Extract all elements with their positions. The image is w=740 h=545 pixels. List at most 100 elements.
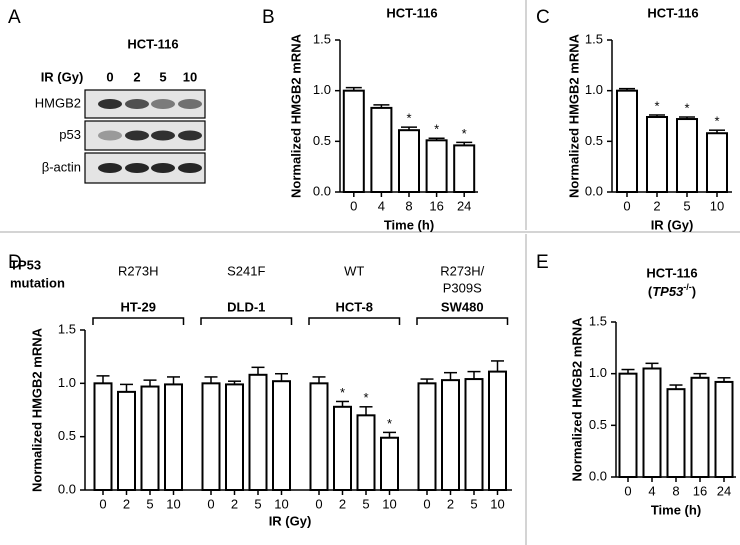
panel-label: D bbox=[8, 252, 22, 273]
bar bbox=[272, 380, 291, 492]
bar bbox=[140, 385, 160, 491]
bar bbox=[164, 383, 183, 491]
significance-mark: * bbox=[684, 100, 689, 115]
y-tick-label: 1.0 bbox=[313, 82, 331, 97]
blot-band bbox=[125, 99, 149, 109]
blot-band bbox=[151, 163, 175, 173]
y-tick-label: 1.0 bbox=[58, 375, 76, 390]
x-tick-label: 10 bbox=[166, 496, 180, 511]
mutation-label: WT bbox=[344, 263, 364, 278]
blot-band bbox=[178, 99, 202, 109]
bar bbox=[706, 132, 728, 194]
blot-band bbox=[98, 99, 122, 109]
bar bbox=[93, 382, 113, 492]
x-tick-label: 2 bbox=[339, 496, 346, 511]
bar bbox=[380, 436, 399, 492]
y-tick-label: 0.0 bbox=[585, 183, 603, 198]
bar bbox=[488, 370, 507, 492]
x-tick-label: 0 bbox=[99, 496, 106, 511]
cell-line-label: SW480 bbox=[441, 299, 484, 314]
dose-label: 2 bbox=[133, 69, 140, 84]
blot bbox=[84, 89, 206, 184]
significance-mark: * bbox=[363, 390, 368, 405]
blot-row-label: p53 bbox=[59, 127, 81, 142]
mutation-header: TP53 bbox=[10, 257, 41, 272]
y-tick-label: 1.5 bbox=[585, 31, 603, 46]
chart-title: HCT-116 bbox=[647, 5, 698, 20]
blot-band bbox=[178, 130, 202, 141]
bar bbox=[642, 367, 662, 478]
x-tick-label: 2 bbox=[123, 496, 130, 511]
bar bbox=[441, 379, 460, 491]
bar bbox=[714, 380, 734, 478]
panel-label: B bbox=[262, 7, 275, 28]
blot-band bbox=[125, 163, 149, 173]
x-axis-label: Time (h) bbox=[651, 502, 701, 517]
blot-row-label: HMGB2 bbox=[35, 95, 81, 110]
dose-label: 10 bbox=[183, 69, 197, 84]
bracket bbox=[308, 317, 401, 325]
panel-label: A bbox=[8, 7, 21, 28]
bar bbox=[248, 373, 268, 491]
y-axis-label: Normalized HMGB2 mRNA bbox=[566, 33, 581, 198]
blot-title: HCT-116 bbox=[127, 36, 178, 51]
subtitle-part: ) bbox=[692, 284, 696, 299]
x-tick-label: 0 bbox=[207, 496, 214, 511]
bar bbox=[370, 106, 393, 193]
significance-mark: * bbox=[406, 111, 411, 126]
significance-mark: * bbox=[462, 126, 467, 141]
mutation-label: R273H/ bbox=[440, 263, 484, 278]
x-tick-label: 10 bbox=[710, 198, 724, 213]
significance-mark: * bbox=[340, 385, 345, 400]
bar bbox=[690, 376, 710, 478]
y-tick-label: 0.5 bbox=[585, 133, 603, 148]
y-tick-label: 0.0 bbox=[589, 468, 607, 483]
significance-mark: * bbox=[434, 122, 439, 137]
bar bbox=[417, 382, 437, 492]
cell-line-label: DLD-1 bbox=[227, 299, 265, 314]
y-tick-label: 1.0 bbox=[589, 365, 607, 380]
mutation-label: R273H bbox=[118, 263, 158, 278]
x-tick-label: 10 bbox=[490, 496, 504, 511]
x-tick-label: 8 bbox=[405, 198, 412, 213]
panel-label: E bbox=[536, 252, 549, 273]
x-tick-label: 5 bbox=[683, 198, 690, 213]
mutation-header: mutation bbox=[10, 275, 65, 290]
y-tick-label: 1.5 bbox=[313, 31, 331, 46]
blot-band bbox=[98, 163, 122, 173]
dose-label: 5 bbox=[159, 69, 166, 84]
bracket bbox=[416, 317, 509, 325]
x-tick-label: 4 bbox=[378, 198, 385, 213]
bar bbox=[333, 405, 352, 491]
x-tick-label: 0 bbox=[423, 496, 430, 511]
bar bbox=[117, 390, 136, 491]
x-tick-label: 2 bbox=[447, 496, 454, 511]
y-tick-label: 0.5 bbox=[58, 428, 76, 443]
significance-mark: * bbox=[387, 416, 392, 431]
mutation-label: P309S bbox=[443, 280, 482, 295]
x-tick-label: 5 bbox=[146, 496, 153, 511]
bar bbox=[201, 382, 221, 492]
y-axis-label: Normalized HMGB2 mRNA bbox=[288, 33, 303, 198]
chart-title: HCT-116 bbox=[386, 5, 437, 20]
bar bbox=[666, 388, 686, 478]
cell-line-label: HCT-8 bbox=[335, 299, 373, 314]
bar bbox=[464, 378, 484, 492]
x-tick-label: 0 bbox=[624, 483, 631, 498]
panel-label: C bbox=[536, 7, 550, 28]
y-tick-label: 0.5 bbox=[589, 417, 607, 432]
x-axis-label: Time (h) bbox=[384, 217, 434, 232]
x-tick-label: 5 bbox=[470, 496, 477, 511]
x-tick-label: 16 bbox=[429, 198, 443, 213]
x-tick-label: 0 bbox=[315, 496, 322, 511]
subtitle-part: ( bbox=[648, 284, 653, 299]
x-tick-label: 10 bbox=[274, 496, 288, 511]
x-tick-label: 10 bbox=[382, 496, 396, 511]
significance-mark: * bbox=[654, 98, 659, 113]
bar bbox=[225, 383, 244, 491]
x-tick-label: 2 bbox=[653, 198, 660, 213]
significance-mark: * bbox=[714, 114, 719, 129]
x-tick-label: 4 bbox=[648, 483, 655, 498]
subtitle-part: TP53 bbox=[652, 284, 684, 299]
